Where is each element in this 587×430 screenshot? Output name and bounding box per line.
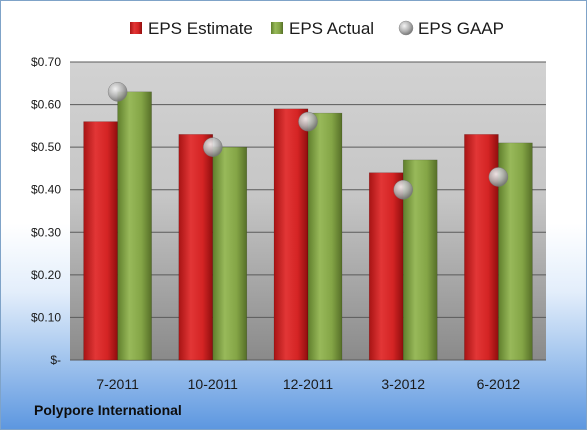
y-axis: $- $0.10 $0.20 $0.30 $0.40 $0.50 $0.60 $0.70 — [31, 55, 61, 367]
eps-estimate-bar — [178, 134, 214, 361]
eps-gaap-marker — [488, 167, 509, 187]
company-label: Polypore International — [34, 402, 182, 418]
legend-swatch-actual — [271, 22, 283, 34]
y-tick-label: $0.50 — [31, 140, 61, 154]
y-tick-label: $- — [50, 353, 61, 367]
eps-actual-bar — [402, 159, 438, 361]
legend-swatch-gaap — [398, 20, 414, 36]
eps-estimate-bar — [273, 108, 309, 361]
eps-gaap-marker — [298, 111, 318, 132]
x-tick-label: 10-2011 — [188, 376, 239, 392]
x-tick-label: 6-2012 — [477, 376, 521, 392]
legend-swatch-estimate — [130, 22, 142, 34]
y-tick-label: $0.70 — [31, 55, 61, 69]
eps-actual-bar — [307, 112, 343, 361]
y-tick-label: $0.30 — [31, 225, 61, 239]
eps-estimate-bar — [368, 172, 404, 361]
eps-actual-bar — [212, 146, 248, 361]
x-axis: 7-2011 10-2011 12-2011 3-2012 6-2012 — [96, 376, 520, 392]
legend-label: EPS Actual — [289, 19, 374, 38]
bars — [83, 91, 533, 361]
x-tick-label: 7-2011 — [96, 376, 139, 392]
y-tick-label: $0.10 — [31, 310, 61, 324]
eps-gaap-marker — [107, 82, 128, 102]
y-tick-label: $0.60 — [31, 98, 61, 112]
eps-gaap-marker — [203, 137, 223, 157]
legend: EPS Estimate EPS Actual EPS GAAP — [130, 19, 504, 38]
y-tick-label: $0.20 — [31, 268, 61, 282]
eps-actual-bar — [117, 91, 152, 361]
eps-gaap-marker — [393, 179, 413, 200]
legend-label: EPS Estimate — [148, 19, 253, 38]
gaap-markers — [107, 82, 509, 200]
y-tick-label: $0.40 — [31, 183, 61, 197]
eps-estimate-bar — [83, 121, 118, 361]
eps-estimate-bar — [464, 134, 499, 361]
x-tick-label: 12-2011 — [283, 376, 334, 392]
x-tick-label: 3-2012 — [381, 376, 425, 392]
legend-label: EPS GAAP — [418, 19, 504, 38]
